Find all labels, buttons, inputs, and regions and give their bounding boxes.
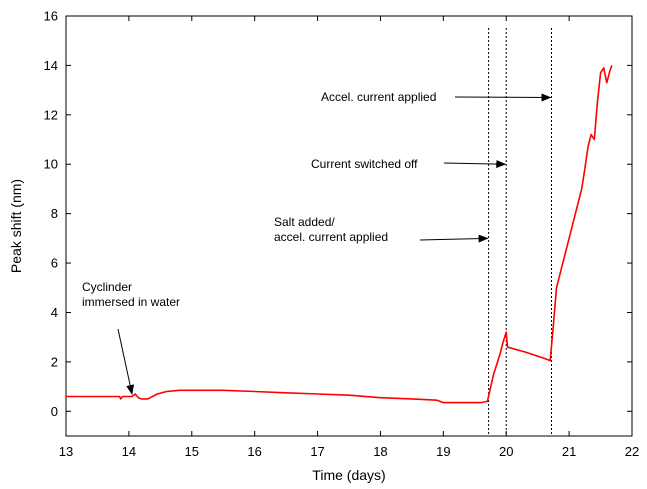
annotation-arrow xyxy=(454,93,552,102)
y-tick-label: 4 xyxy=(51,305,58,320)
y-tick-label: 8 xyxy=(51,206,58,221)
x-tick-label: 20 xyxy=(499,444,513,459)
annotation-arrow xyxy=(117,328,135,395)
annotation-text: Salt added/ xyxy=(274,215,335,229)
y-tick-label: 14 xyxy=(44,58,58,73)
y-tick-label: 16 xyxy=(44,9,58,24)
annotation-arrow xyxy=(443,160,507,169)
x-tick-label: 17 xyxy=(310,444,324,459)
annotation-text: Accel. current applied xyxy=(321,90,436,104)
y-axis-ticks: 0 2 4 6 8 10 12 14 16 xyxy=(44,9,632,419)
data-series xyxy=(66,65,613,404)
x-tick-label: 19 xyxy=(436,444,450,459)
x-tick-label: 22 xyxy=(625,444,639,459)
y-tick-label: 12 xyxy=(44,107,58,122)
y-tick-label: 2 xyxy=(51,354,58,369)
x-tick-label: 18 xyxy=(373,444,387,459)
x-axis-ticks: 13 14 15 16 17 18 19 20 21 22 xyxy=(59,16,639,459)
y-tick-label: 6 xyxy=(51,256,58,271)
x-tick-label: 13 xyxy=(59,444,73,459)
x-axis-title: Time (days) xyxy=(312,467,385,483)
annotation-text: Current switched off xyxy=(311,157,418,171)
x-tick-label: 14 xyxy=(122,444,136,459)
y-tick-label: 0 xyxy=(51,404,58,419)
annotation-text: immersed in water xyxy=(82,295,180,309)
annotation-text: accel. current applied xyxy=(274,230,388,244)
event-lines xyxy=(488,28,553,436)
y-axis-title: Peak shift (nm) xyxy=(8,179,24,273)
x-tick-label: 21 xyxy=(562,444,576,459)
plot-frame xyxy=(65,15,633,437)
annotation-text: Cyclinder xyxy=(82,280,132,294)
series-line xyxy=(66,65,613,404)
annotation-arrow xyxy=(419,234,489,243)
y-tick-label: 10 xyxy=(44,157,58,172)
x-tick-label: 16 xyxy=(247,444,261,459)
x-tick-label: 15 xyxy=(185,444,199,459)
